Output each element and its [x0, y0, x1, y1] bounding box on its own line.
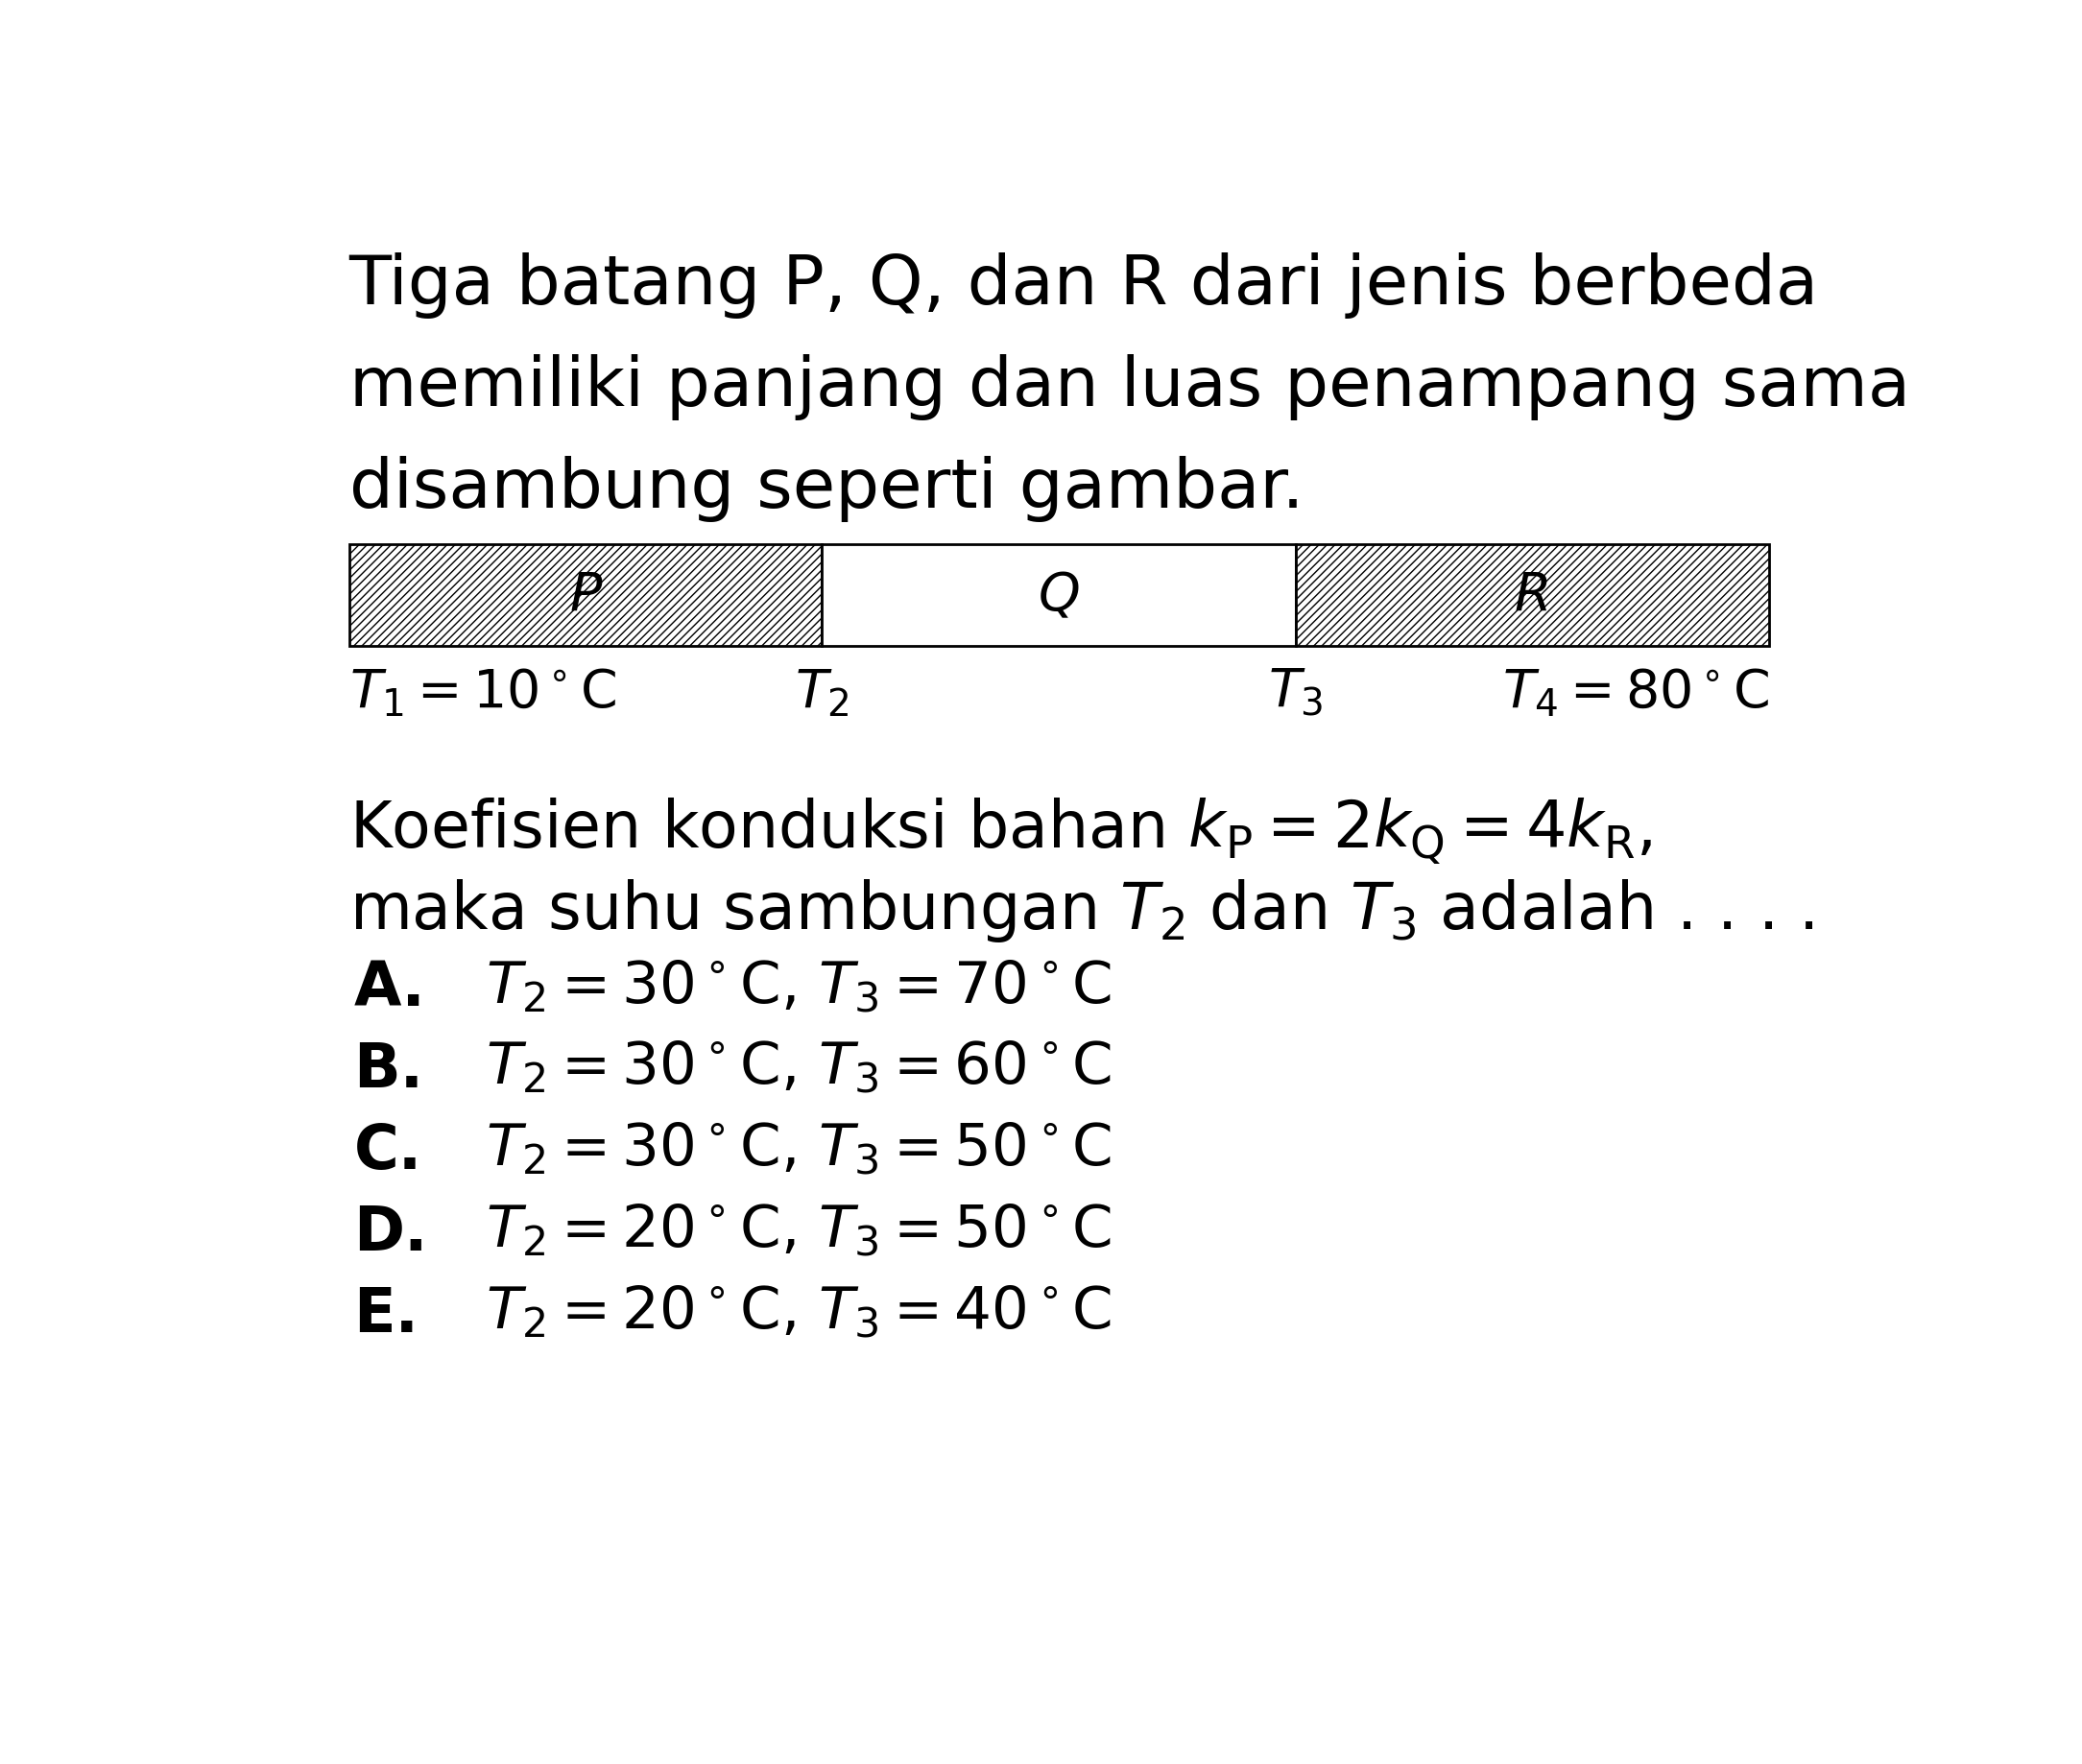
Bar [822, 545, 1297, 646]
Bar [350, 545, 822, 646]
Text: $T_3$: $T_3$ [1268, 667, 1324, 718]
Text: $T_2 = 30^\circ$C, $T_3 = 50^\circ$C: $T_2 = 30^\circ$C, $T_3 = 50^\circ$C [485, 1122, 1112, 1178]
Text: $T_2$: $T_2$ [795, 667, 849, 718]
Text: D.: D. [354, 1203, 429, 1263]
Text: $T_4 = 80^\circ$C: $T_4 = 80^\circ$C [1501, 667, 1770, 718]
Text: C.: C. [354, 1122, 423, 1182]
Text: Q: Q [1039, 570, 1081, 621]
Text: $T_2 = 30^\circ$C, $T_3 = 60^\circ$C: $T_2 = 30^\circ$C, $T_3 = 60^\circ$C [485, 1041, 1112, 1097]
Text: P: P [568, 570, 602, 621]
Text: B.: B. [354, 1041, 425, 1099]
Text: R: R [1514, 570, 1551, 621]
Text: $T_2 = 20^\circ$C, $T_3 = 40^\circ$C: $T_2 = 20^\circ$C, $T_3 = 40^\circ$C [485, 1284, 1112, 1342]
Text: $T_1 = 10^\circ$C: $T_1 = 10^\circ$C [350, 667, 616, 718]
Text: A.: A. [354, 960, 425, 1018]
Text: disambung seperti gambar.: disambung seperti gambar. [350, 457, 1303, 522]
Text: Koefisien konduksi bahan $k_\mathrm{P} = 2k_\mathrm{Q} = 4k_\mathrm{R},$: Koefisien konduksi bahan $k_\mathrm{P} =… [350, 796, 1651, 866]
Text: memiliki panjang dan luas penampang sama: memiliki panjang dan luas penampang sama [350, 355, 1909, 420]
Text: $T_2 = 30^\circ$C, $T_3 = 70^\circ$C: $T_2 = 30^\circ$C, $T_3 = 70^\circ$C [485, 960, 1112, 1016]
Text: maka suhu sambungan $T_2$ dan $T_3$ adalah . . . .: maka suhu sambungan $T_2$ dan $T_3$ adal… [350, 877, 1813, 944]
Text: E.: E. [354, 1284, 418, 1344]
Text: Tiga batang P, Q, dan R dari jenis berbeda: Tiga batang P, Q, dan R dari jenis berbe… [350, 252, 1820, 319]
Text: $T_2 = 20^\circ$C, $T_3 = 50^\circ$C: $T_2 = 20^\circ$C, $T_3 = 50^\circ$C [485, 1203, 1112, 1259]
Bar [1297, 545, 1770, 646]
